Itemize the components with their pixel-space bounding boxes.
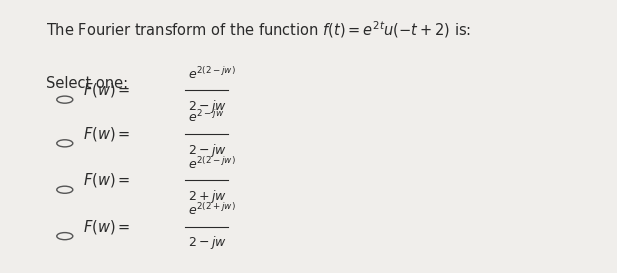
Text: $2-jw$: $2-jw$: [188, 142, 227, 159]
Text: $F(w) = $: $F(w) = $: [83, 81, 131, 99]
Text: $F(w) = $: $F(w) = $: [83, 125, 131, 143]
Text: $F(w) = $: $F(w) = $: [83, 171, 131, 189]
Text: $2-jw$: $2-jw$: [188, 98, 227, 115]
Text: The Fourier transform of the function $f(t) = e^{2t}u(-t+2)$ is:: The Fourier transform of the function $f…: [46, 19, 471, 40]
Text: $e^{2-jw}$: $e^{2-jw}$: [188, 109, 225, 125]
Text: $e^{2(2-jw)}$: $e^{2(2-jw)}$: [188, 156, 236, 172]
Text: $2-jw$: $2-jw$: [188, 235, 227, 251]
Text: $e^{2(2-jw)}$: $e^{2(2-jw)}$: [188, 66, 236, 82]
Text: $e^{2(2+jw)}$: $e^{2(2+jw)}$: [188, 202, 236, 218]
Text: $2+jw$: $2+jw$: [188, 188, 227, 205]
Text: $F(w) = $: $F(w) = $: [83, 218, 131, 236]
Text: Select one:: Select one:: [46, 76, 128, 91]
